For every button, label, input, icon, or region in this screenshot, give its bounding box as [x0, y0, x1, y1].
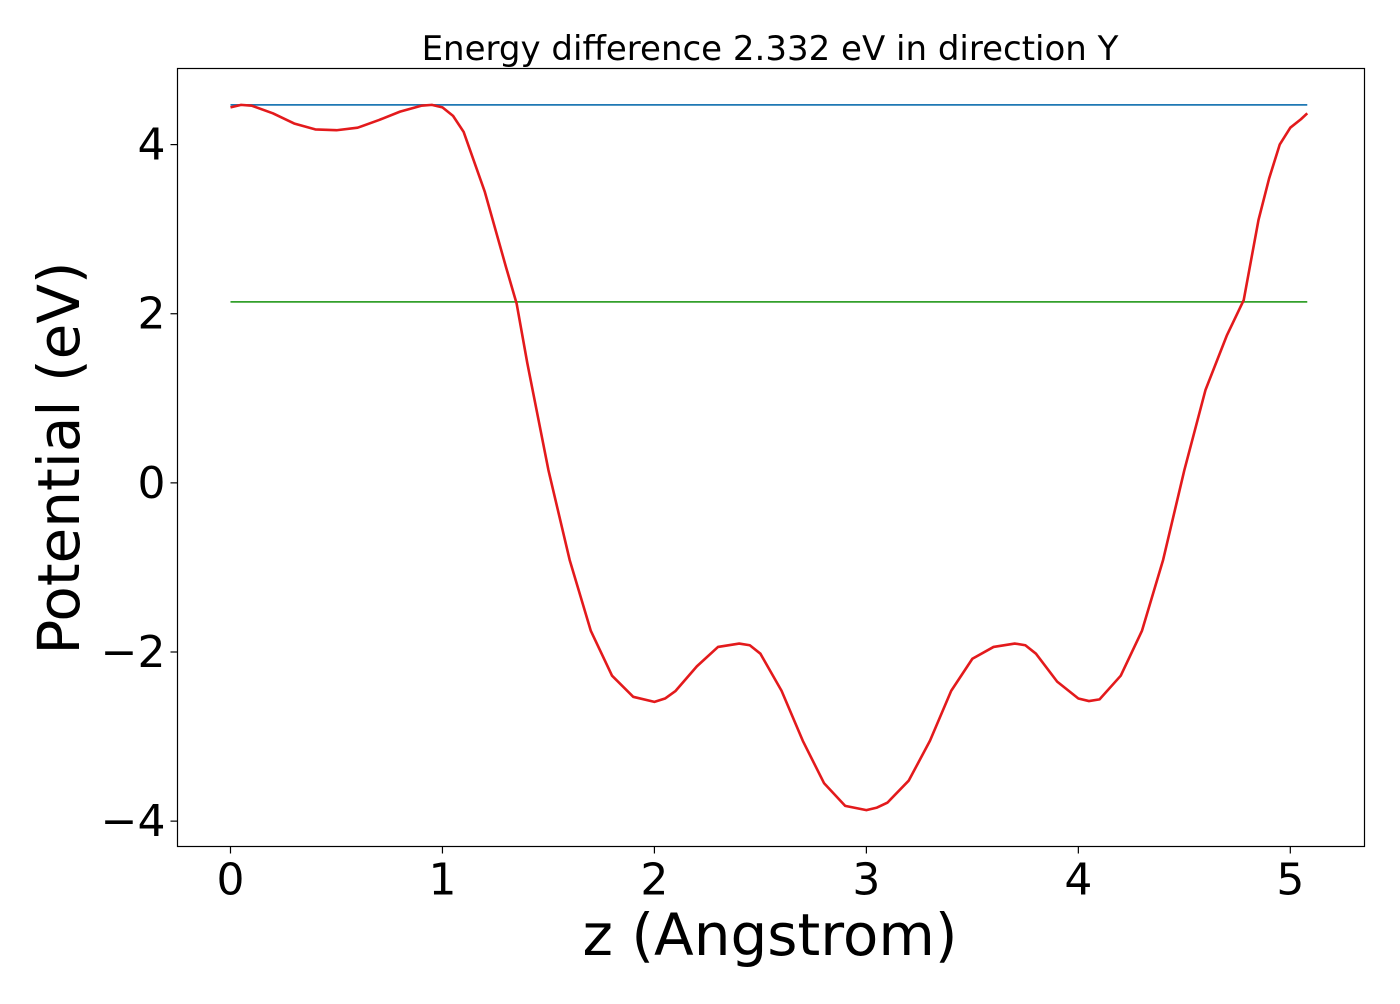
- plot-background: [177, 68, 1365, 847]
- x-axis: 0 1 2 3 4 5: [216, 846, 1304, 906]
- x-axis-label: z (Angstrom): [583, 901, 958, 969]
- x-tick-label: 2: [640, 855, 668, 906]
- y-tick-label: 2: [138, 289, 166, 340]
- y-tick-label: −2: [101, 627, 166, 678]
- y-tick-label: 0: [138, 458, 166, 509]
- x-tick-label: 3: [852, 855, 880, 906]
- plot-frame: [176, 67, 1366, 848]
- x-tick-label: 5: [1276, 855, 1304, 906]
- series-layer: [230, 103, 1309, 812]
- x-tick-label: 4: [1064, 855, 1092, 906]
- y-axis-label: Potential (eV): [25, 261, 93, 654]
- y-tick-label: −4: [101, 796, 166, 847]
- y-axis: −4 −2 0 2 4: [101, 120, 178, 847]
- x-tick-label: 1: [428, 855, 456, 906]
- chart-title: Energy difference 2.332 eV in direction …: [422, 29, 1119, 69]
- y-tick-label: 4: [138, 120, 166, 171]
- series-line-0: [230, 103, 1309, 812]
- x-tick-label: 0: [216, 855, 244, 906]
